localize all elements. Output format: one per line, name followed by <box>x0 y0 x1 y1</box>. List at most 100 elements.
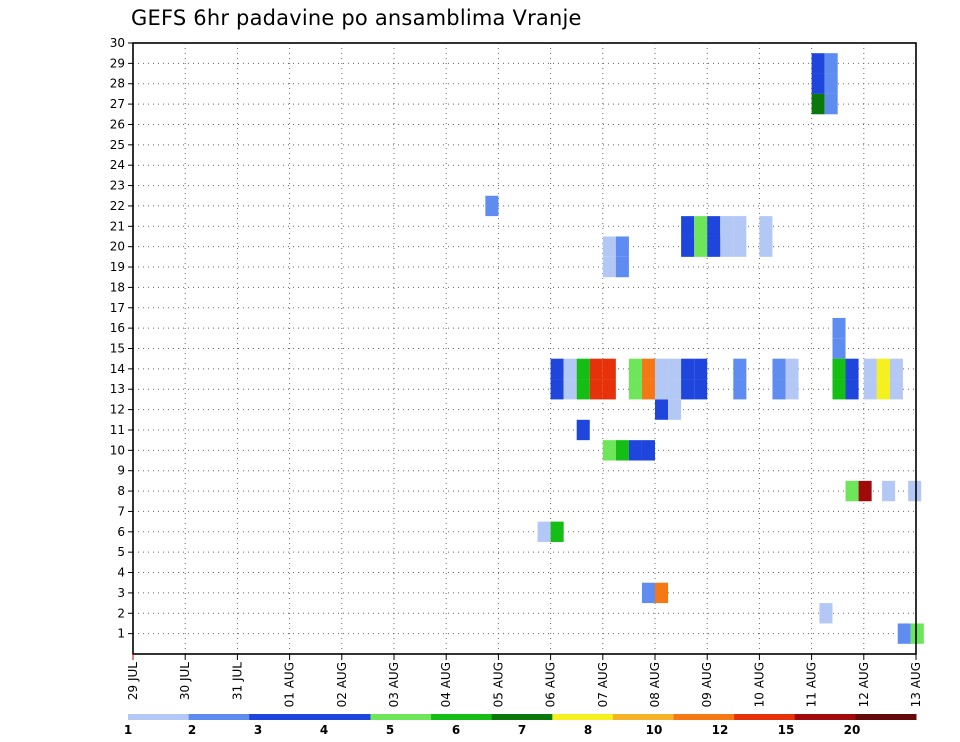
precip-cell <box>681 236 695 257</box>
y-tick-label: 21 <box>110 219 125 233</box>
precip-cell <box>772 379 786 400</box>
precip-cell <box>563 358 577 380</box>
grid-layer <box>133 42 916 654</box>
precip-cell <box>882 480 896 502</box>
x-tick-label: 10 AUG <box>752 662 766 707</box>
y-tick-label: 6 <box>117 525 125 539</box>
precip-cell <box>858 480 872 502</box>
precip-cell <box>733 216 747 237</box>
precip-cell <box>655 399 669 420</box>
legend-label: 6 <box>452 723 460 737</box>
precip-cell <box>824 53 838 74</box>
precip-cell <box>655 358 669 380</box>
precip-cell <box>641 379 655 400</box>
precip-cell <box>615 236 629 257</box>
precip-cell <box>602 236 616 257</box>
legend-swatch <box>249 714 311 720</box>
x-tick-label: 06 AUG <box>544 662 558 707</box>
x-tick-label: 29 JUL <box>126 662 140 700</box>
precip-cell <box>641 440 655 461</box>
precip-cell <box>563 379 577 400</box>
precip-cell <box>668 379 682 400</box>
y-tick-label: 28 <box>110 77 125 91</box>
y-tick-label: 20 <box>110 240 125 254</box>
precip-cell <box>641 358 655 380</box>
precip-cell <box>485 195 499 217</box>
y-tick-label: 29 <box>110 56 125 70</box>
precip-cell <box>832 379 846 400</box>
precip-cell <box>720 216 734 237</box>
y-axis: 1234567891011121314151617181920212223242… <box>110 36 133 641</box>
cells-layer <box>485 53 924 644</box>
precip-cell <box>832 338 846 359</box>
precip-cell <box>876 379 890 400</box>
precip-cell <box>655 582 669 604</box>
legend-swatch <box>855 714 917 720</box>
precip-cell <box>694 358 708 380</box>
legend-label: 15 <box>778 723 795 737</box>
legend-label: 10 <box>646 723 663 737</box>
legend-swatch <box>612 714 675 720</box>
y-tick-label: 10 <box>110 443 125 457</box>
precip-cell <box>615 440 629 461</box>
legend-swatch <box>128 714 190 720</box>
precip-cell <box>811 53 825 74</box>
precip-cell <box>576 419 590 441</box>
precip-cell <box>785 379 799 400</box>
precip-cell <box>733 379 747 400</box>
x-tick-label: 09 AUG <box>700 662 714 707</box>
precip-cell <box>681 358 695 380</box>
y-tick-label: 26 <box>110 117 125 131</box>
y-tick-label: 13 <box>110 382 125 396</box>
legend-label: 7 <box>518 723 526 737</box>
precip-cell <box>694 236 708 257</box>
legend-label: 1 <box>124 723 132 737</box>
legend-label: 5 <box>386 723 394 737</box>
precip-cell <box>876 358 890 380</box>
precip-cell <box>589 358 603 380</box>
precip-cell <box>824 93 838 115</box>
precip-cell <box>733 236 747 257</box>
precip-cell <box>863 379 877 400</box>
precip-cell <box>863 358 877 380</box>
y-tick-label: 8 <box>117 484 125 498</box>
x-tick-label: 30 JUL <box>178 662 192 700</box>
x-tick-label: 08 AUG <box>648 662 662 707</box>
legend-swatch <box>491 714 553 720</box>
precip-cell <box>889 379 903 400</box>
precip-cell <box>550 521 564 542</box>
legend-swatch <box>370 714 432 720</box>
legend-swatch <box>673 714 735 720</box>
precip-cell <box>628 358 642 380</box>
precip-cell <box>832 317 846 339</box>
legend-label: 8 <box>584 723 592 737</box>
precip-cell <box>550 379 564 400</box>
precip-cell <box>655 379 669 400</box>
precip-cell <box>694 379 708 400</box>
precip-cell <box>628 379 642 400</box>
y-tick-label: 30 <box>110 36 125 50</box>
precip-cell <box>772 358 786 380</box>
precip-cell <box>602 256 616 278</box>
y-tick-label: 12 <box>110 403 125 417</box>
y-tick-label: 4 <box>117 566 125 580</box>
y-tick-label: 19 <box>110 260 125 274</box>
precip-cell <box>681 379 695 400</box>
precip-cell <box>910 623 924 644</box>
precip-cell <box>628 440 642 461</box>
precip-cell <box>641 582 655 604</box>
precip-cell <box>733 358 747 380</box>
precip-cell <box>819 603 833 624</box>
legend-swatch <box>794 714 856 720</box>
precip-cell <box>694 216 708 237</box>
precip-cell <box>550 358 564 380</box>
legend-swatch <box>734 714 796 720</box>
precip-cell <box>897 623 911 644</box>
x-tick-label: 13 AUG <box>909 662 923 707</box>
legend-label: 12 <box>712 723 729 737</box>
precip-cell <box>576 358 590 380</box>
precip-cell <box>845 379 859 400</box>
precip-cell <box>759 216 773 237</box>
precip-cell <box>537 521 551 542</box>
